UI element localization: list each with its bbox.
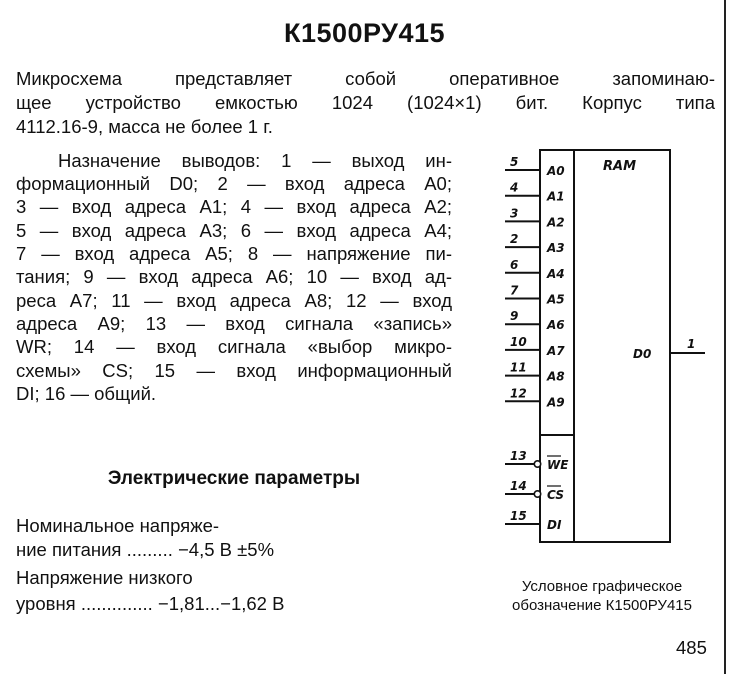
param-line: ние питания ......... −4,5 В ±5% (16, 539, 275, 560)
caption-line: Условное графическое (521, 578, 683, 595)
intro-line: 4112.16-9, масса не более 1 г. (16, 116, 273, 137)
pin-number: 11 (510, 361, 527, 375)
chip-label: RAM (603, 159, 636, 174)
pin-number: 5 (510, 155, 518, 169)
chip-schematic-symbol: RAM 5 A0 4 A1 3 A2 2 A3 6 A4 7 A5 9 A6 10 A7 11 A8 12 A9 13 W… (505, 149, 705, 543)
pin-text-line: адреса A9; 13 — вход сигнала «запись» (16, 313, 452, 334)
pin-text-line: DI; 16 — общий. (16, 383, 157, 404)
pin-name: DI (547, 518, 562, 532)
pin-text-line: схемы» CS; 15 — вход информационный (16, 360, 452, 381)
pin-name: WE (547, 458, 569, 472)
pin-number: 9 (510, 309, 518, 323)
pin-number: 15 (510, 509, 527, 523)
pin-name: A7 (546, 344, 565, 358)
page-title: К1500РУ415 (283, 18, 446, 48)
intro-line: щее устройство емкостью 1024 (1024×1) би… (16, 92, 715, 113)
pin-group: 5 A0 4 A1 3 A2 2 A3 6 A4 7 A5 9 A6 10 A7 11 A8 12 A9 13 WE 14 C… (505, 155, 705, 532)
pin-number: 12 (510, 386, 527, 400)
figure-caption: Условное графическое обозначение К1500РУ… (484, 577, 720, 615)
pin-number: 13 (510, 449, 527, 463)
pin-name: A6 (546, 318, 565, 332)
pin-name: A0 (546, 164, 565, 178)
page-edge-rule (724, 0, 726, 674)
params-heading: Электрические параметры (107, 468, 361, 489)
output-pin-name: D0 (633, 347, 651, 361)
param-line: Напряжение низкого (16, 567, 193, 588)
pin-number: 10 (510, 335, 527, 349)
param-line: уровня .............. −1,81...−1,62 В (16, 593, 285, 614)
pin-text-line: 3 — вход адреса A1; 4 — вход адреса A2; (16, 196, 452, 217)
pin-number: 2 (510, 232, 518, 246)
pin-number: 14 (510, 479, 527, 493)
pin-name: A3 (546, 241, 565, 255)
pin-text-line: 5 — вход адреса A3; 6 — вход адреса A4; (16, 220, 452, 241)
pin-text-line: 7 — вход адреса A5; 8 — напряжение пи- (16, 243, 452, 264)
chip-body (539, 149, 671, 543)
pin-number: 7 (510, 284, 519, 298)
caption-line: обозначение К1500РУ415 (512, 597, 692, 614)
pin-name: A2 (546, 215, 565, 229)
page-number: 485 (676, 637, 707, 658)
pin-text-line: формационный D0; 2 — вход адреса A0; (16, 173, 452, 194)
inversion-bubble (533, 489, 542, 498)
pin-name: A1 (546, 190, 565, 204)
intro-line: Микросхема представляет собой оперативно… (16, 68, 715, 89)
pin-name: A9 (546, 395, 565, 409)
pin-number: 6 (510, 258, 518, 272)
pin-name: A5 (546, 293, 565, 307)
pin-number: 3 (510, 206, 518, 220)
pin-name: A4 (546, 267, 565, 281)
param-line: Номинальное напряже- (16, 515, 220, 536)
pin-name: CS (547, 488, 564, 502)
output-pin-number: 1 (687, 337, 695, 351)
pin-text-line: Назначение выводов: 1 — выход ин- (58, 150, 452, 171)
pin-number: 4 (509, 181, 518, 195)
pin-text-line: WR; 14 — вход сигнала «выбор микро- (16, 336, 452, 357)
pin-name: A8 (546, 370, 565, 384)
pin-text-line: реса A7; 11 — вход адреса A8; 12 — вход (16, 290, 452, 311)
pin-text-line: тания; 9 — вход адреса A6; 10 — вход ад- (16, 266, 452, 287)
inversion-bubble (533, 459, 542, 468)
